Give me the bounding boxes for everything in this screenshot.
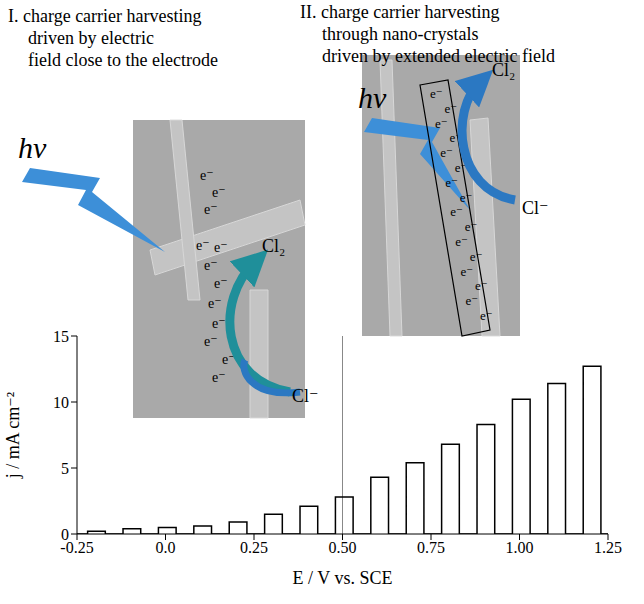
svg-text:1.00: 1.00: [506, 539, 534, 556]
svg-text:e⁻: e⁻: [460, 190, 473, 205]
svg-text:field close to the electrode: field close to the electrode: [28, 50, 218, 70]
svg-text:e⁻: e⁻: [445, 175, 458, 190]
svg-text:5: 5: [61, 460, 69, 477]
svg-text:Cl₂: Cl₂: [262, 236, 285, 256]
svg-text:0.0: 0.0: [156, 539, 176, 556]
svg-text:driven by electric: driven by electric: [28, 28, 154, 48]
svg-text:10: 10: [53, 394, 69, 411]
svg-text:e⁻: e⁻: [470, 249, 483, 264]
svg-text:0.75: 0.75: [417, 539, 445, 556]
svg-text:driven by extended electric fi: driven by extended electric field: [322, 46, 555, 66]
svg-text:e⁻: e⁻: [450, 204, 463, 219]
svg-text:e⁻: e⁻: [430, 86, 443, 101]
svg-text:e⁻: e⁻: [214, 276, 228, 291]
svg-text:e⁻: e⁻: [204, 258, 218, 273]
svg-text:e⁻: e⁻: [435, 116, 448, 131]
svg-text:hν: hν: [18, 131, 47, 164]
svg-text:I. charge carrier harvesting: I. charge carrier harvesting: [8, 6, 202, 26]
svg-text:e⁻: e⁻: [208, 296, 222, 311]
svg-text:e⁻: e⁻: [214, 240, 228, 255]
svg-text:-0.25: -0.25: [60, 539, 94, 557]
svg-text:Cl⁻: Cl⁻: [292, 386, 319, 406]
svg-text:e⁻: e⁻: [455, 234, 468, 249]
svg-text:e⁻: e⁻: [480, 308, 493, 323]
svg-text:E / V vs. SCE: E / V vs. SCE: [293, 568, 393, 588]
svg-text:hν: hν: [358, 81, 387, 114]
svg-text:e⁻: e⁻: [204, 202, 218, 217]
svg-text:j / mA cm⁻²: j / mA cm⁻²: [3, 392, 23, 479]
svg-text:Cl₂: Cl₂: [492, 60, 515, 80]
svg-text:e⁻: e⁻: [465, 293, 478, 308]
svg-text:15: 15: [53, 328, 69, 345]
svg-text:e⁻: e⁻: [440, 145, 453, 160]
svg-text:0.50: 0.50: [329, 539, 357, 556]
svg-text:through nano-crystals: through nano-crystals: [322, 24, 478, 44]
svg-text:e⁻: e⁻: [222, 352, 236, 367]
svg-text:e⁻: e⁻: [212, 370, 226, 385]
svg-text:e⁻: e⁻: [449, 130, 463, 146]
svg-text:II. charge carrier harvesting: II. charge carrier harvesting: [300, 2, 500, 22]
svg-text:0: 0: [61, 526, 69, 543]
svg-text:1.25: 1.25: [594, 539, 622, 556]
svg-text:e⁻: e⁻: [196, 238, 210, 253]
svg-text:e⁻: e⁻: [465, 219, 478, 234]
svg-text:Cl⁻: Cl⁻: [522, 198, 549, 218]
svg-text:e⁻: e⁻: [445, 101, 458, 116]
svg-text:0.25: 0.25: [240, 539, 268, 556]
svg-text:e⁻: e⁻: [212, 316, 226, 331]
svg-text:e⁻: e⁻: [460, 264, 473, 279]
svg-text:e⁻: e⁻: [204, 334, 218, 349]
svg-text:e⁻: e⁻: [212, 185, 226, 200]
svg-text:e⁻: e⁻: [475, 278, 488, 293]
svg-text:e⁻: e⁻: [200, 168, 214, 183]
svg-text:e⁻: e⁻: [454, 160, 468, 175]
